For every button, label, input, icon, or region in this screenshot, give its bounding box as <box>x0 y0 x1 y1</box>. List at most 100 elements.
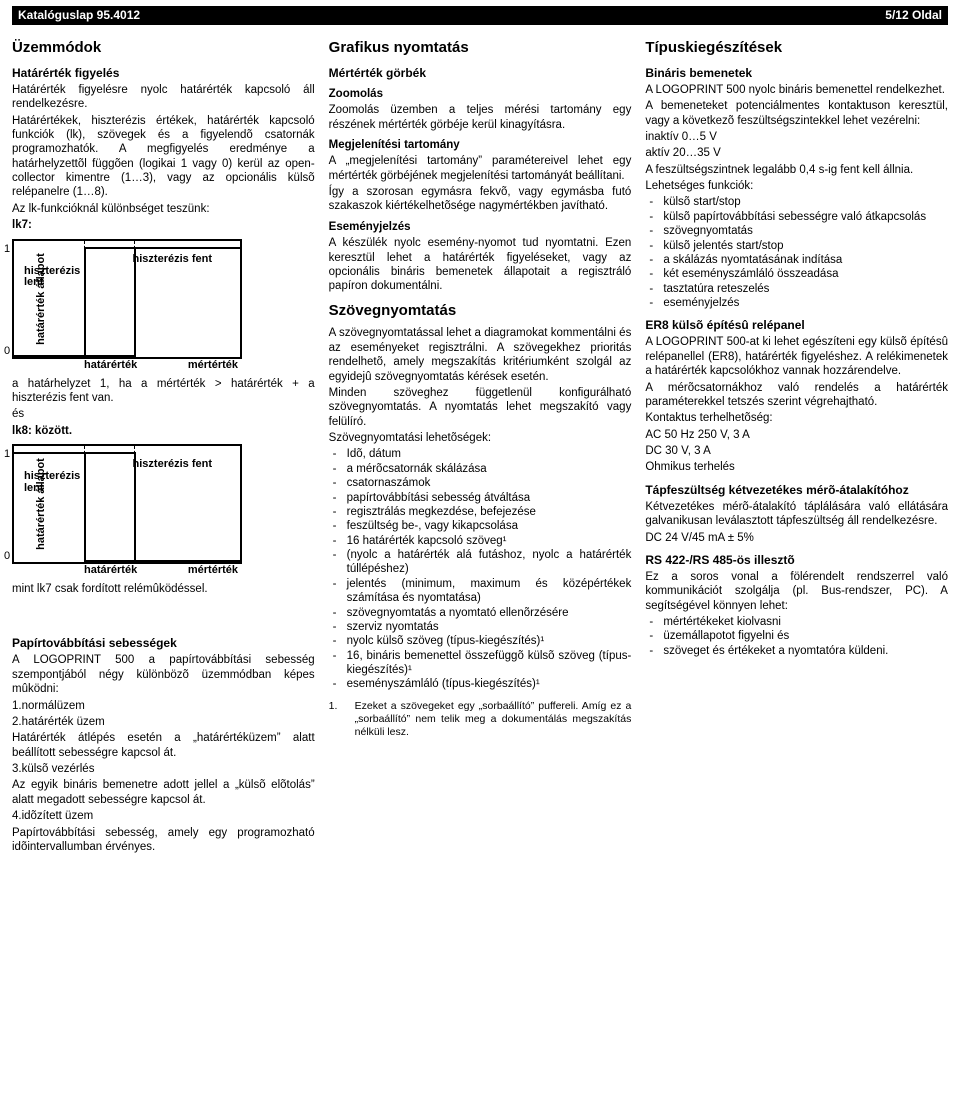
para: Lehetséges funkciók: <box>645 179 948 193</box>
para: és <box>12 407 315 421</box>
tick-1: 1 <box>4 448 10 462</box>
para: Az egyik bináris bemenetre adott jellel … <box>12 778 315 807</box>
list-item: két eseményszámláló összeadása <box>645 267 948 281</box>
para: Így a szorosan egymásra fekvõ, vagy egym… <box>329 185 632 214</box>
list-item: üzemállapotot figyelni és <box>645 629 948 643</box>
tick-1: 1 <box>4 243 10 257</box>
mode-2: 2.határérték üzem <box>12 715 315 729</box>
para: aktív 20…35 V <box>645 146 948 160</box>
list-item: a skálázás nyomtatásának indítása <box>645 253 948 267</box>
para: A feszültségszintnek legalább 0,4 s-ig f… <box>645 163 948 177</box>
tick-0: 0 <box>4 550 10 564</box>
list-item: szerviz nyomtatás <box>329 620 632 634</box>
heading-szovegnyomtatas: Szövegnyomtatás <box>329 302 632 321</box>
para: A „megjelenítési tartomány” paramétereiv… <box>329 154 632 183</box>
para: Papírtovábbítási sebesség, amely egy pro… <box>12 826 315 855</box>
para: A LOGOPRINT 500 a papírtovábbítási sebes… <box>12 653 315 696</box>
heading-grafikus: Grafikus nyomtatás <box>329 39 632 58</box>
xlabel-hatarertek: határérték <box>84 564 137 578</box>
para: Kétvezetékes mérõ-átalakító táplálására … <box>645 500 948 529</box>
list-item: szövegnyomtatás a nyomtató ellenõrzésére <box>329 606 632 620</box>
list-item: külsõ start/stop <box>645 195 948 209</box>
footnote-text: Ezeket a szövegeket egy „sorbaállító” pu… <box>355 700 632 739</box>
para: DC 24 V/45 mA ± 5% <box>645 531 948 545</box>
mode-3: 3.külsõ vezérlés <box>12 762 315 776</box>
text-print-options-list: Idõ, dátum a mérõcsatornák skálázása csa… <box>329 447 632 691</box>
list-item: papírtovábbítási sebesség átváltása <box>329 491 632 505</box>
heading-hatarertek-figyeles: Határérték figyelés <box>12 66 315 81</box>
page-number: 5/12 Oldal <box>885 8 942 23</box>
label-hiszterezis-lent: hiszterézis lent <box>24 471 80 494</box>
list-item: 16, bináris bemenettel összefüggõ külsõ … <box>329 649 632 678</box>
list-item: feszültség be-, vagy kikapcsolása <box>329 519 632 533</box>
list-item: szövegnyomtatás <box>645 224 948 238</box>
mode-4: 4.idõzített üzem <box>12 809 315 823</box>
lk7-label: lk7: <box>12 218 315 232</box>
binary-func-list: külsõ start/stop külsõ papírtovábbítási … <box>645 195 948 310</box>
column-1: Üzemmódok Határérték figyelés Határérték… <box>12 31 315 856</box>
list-item: külsõ jelentés start/stop <box>645 239 948 253</box>
label-hiszterezis-fent: hiszterézis fent <box>133 458 212 472</box>
para: Az lk-funkcióknál különbséget teszünk: <box>12 202 315 216</box>
list-item: csatornaszámok <box>329 476 632 490</box>
diagram-lk7: határérték állapot 1 0 hiszterézis lent … <box>12 239 242 359</box>
list-item: Idõ, dátum <box>329 447 632 461</box>
list-item: a mérõcsatornák skálázása <box>329 462 632 476</box>
para: Ez a soros vonal a fölérendelt rendszerr… <box>645 570 948 613</box>
para: A készülék nyolc esemény-nyomot tud nyom… <box>329 236 632 294</box>
page-header: Katalóguslap 95.4012 5/12 Oldal <box>12 6 948 25</box>
list-item: eseményszámláló (típus-kiegészítés)¹ <box>329 677 632 691</box>
heading-mertertek-gorbek: Mértérték görbék <box>329 66 632 81</box>
column-3: Típuskiegészítések Bináris bemenetek A L… <box>645 31 948 856</box>
heading-rs422-485: RS 422-/RS 485-ös illesztõ <box>645 553 948 568</box>
heading-zoomolas: Zoomolás <box>329 87 632 101</box>
para: A mérõcsatornákhoz való rendelés a határ… <box>645 381 948 410</box>
para: inaktív 0…5 V <box>645 130 948 144</box>
heading-tapfeszultseg: Tápfeszültség kétvezetékes mérõ-átalakít… <box>645 483 948 498</box>
para: A LOGOPRINT 500 nyolc bináris bemenettel… <box>645 83 948 97</box>
para: A szövegnyomtatással lehet a diagramokat… <box>329 326 632 384</box>
para: Határértékek, hiszterézis értékek, határ… <box>12 114 315 200</box>
heading-papirtovabbitasi: Papírtovábbítási sebességek <box>12 636 315 651</box>
heading-uzemmodok: Üzemmódok <box>12 39 315 58</box>
footnote-1: 1. Ezeket a szövegeket egy „sorbaállító”… <box>329 700 632 739</box>
para: DC 30 V, 3 A <box>645 444 948 458</box>
para: AC 50 Hz 250 V, 3 A <box>645 428 948 442</box>
rs-func-list: mértértékeket kiolvasni üzemállapotot fi… <box>645 615 948 658</box>
para: a határhelyzet 1, ha a mértérték > határ… <box>12 377 315 406</box>
page-grid: Üzemmódok Határérték figyelés Határérték… <box>12 31 948 856</box>
para: A bemeneteket potenciálmentes kontaktuso… <box>645 99 948 128</box>
list-item: (nyolc a határérték alá futáshoz, nyolc … <box>329 548 632 577</box>
heading-er8: ER8 külsõ építésû relépanel <box>645 318 948 333</box>
list-item: nyolc külsõ szöveg (típus-kiegészítés)¹ <box>329 634 632 648</box>
footnote-number: 1. <box>329 700 343 739</box>
list-item: külsõ papírtovábbítási sebességre való á… <box>645 210 948 224</box>
tick-0: 0 <box>4 345 10 359</box>
xlabel-mertertek: mértérték <box>188 359 238 373</box>
heading-megjelenitesi: Megjelenítési tartomány <box>329 138 632 152</box>
para: Határérték figyelésre nyolc határérték k… <box>12 83 315 112</box>
list-item: mértértékeket kiolvasni <box>645 615 948 629</box>
para: Szövegnyomtatási lehetõségek: <box>329 431 632 445</box>
heading-binaris-bemenetek: Bináris bemenetek <box>645 66 948 81</box>
xlabel-hatarertek: határérték <box>84 359 137 373</box>
list-item: 16 határérték kapcsoló szöveg¹ <box>329 534 632 548</box>
list-item: regisztrálás megkezdése, befejezése <box>329 505 632 519</box>
diagram-lk8: határérték állapot 1 0 hiszterézis lent … <box>12 444 242 564</box>
list-item: szöveget és értékeket a nyomtatóra külde… <box>645 644 948 658</box>
heading-esemenyjelzes: Eseményjelzés <box>329 220 632 234</box>
para: Ohmikus terhelés <box>645 460 948 474</box>
list-item: jelentés (minimum, maximum és középérték… <box>329 577 632 606</box>
para: mint lk7 csak fordított relémûködéssel. <box>12 582 315 596</box>
mode-1: 1.normálüzem <box>12 699 315 713</box>
para: Minden szöveghez függetlenül konfigurálh… <box>329 386 632 429</box>
para: Zoomolás üzemben a teljes mérési tartomá… <box>329 103 632 132</box>
xlabel-mertertek: mértérték <box>188 564 238 578</box>
heading-tipuskiegeszitesek: Típuskiegészítések <box>645 39 948 58</box>
catalog-code: Katalóguslap 95.4012 <box>18 8 140 23</box>
column-2: Grafikus nyomtatás Mértérték görbék Zoom… <box>329 31 632 856</box>
para: Határérték átlépés esetén a „határértékü… <box>12 731 315 760</box>
para: A LOGOPRINT 500-at ki lehet egészíteni e… <box>645 335 948 378</box>
list-item: eseményjelzés <box>645 296 948 310</box>
list-item: tasztatúra reteszelés <box>645 282 948 296</box>
